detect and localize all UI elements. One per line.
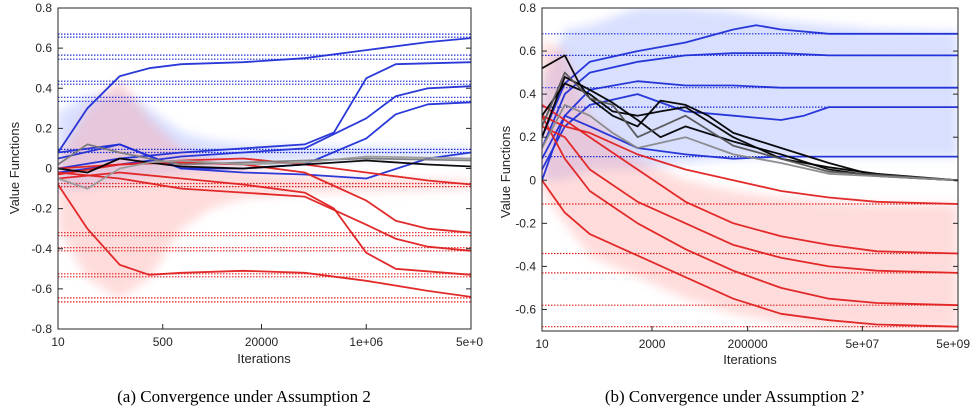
y-tick-label-b-0: -0.6 — [515, 302, 536, 316]
y-tick-label-a-4: 0 — [45, 162, 52, 176]
series-line-b-6 — [542, 115, 958, 307]
x-tick-label-b-1: 2000 — [639, 337, 666, 351]
series-line-a-0 — [58, 37, 471, 153]
chart-panel-a: -0.8 -0.6 -0.4 -0.2 0 0.2 0.4 0.6 0.8 10 500 20000… — [7, 1, 483, 406]
y-tick-label-a-2: -0.4 — [31, 242, 52, 256]
x-tick-label-b-0: 10 — [535, 337, 549, 351]
y-tick-label-a-0: -0.8 — [31, 322, 52, 336]
x-axis-label-a: Iterations — [237, 351, 291, 366]
series-line-b-4 — [542, 114, 958, 181]
y-tick-label-a-7: 0.6 — [35, 41, 52, 55]
y-tick-label-a-1: -0.6 — [31, 282, 52, 296]
x-ticks-b: 10 2000 200000 5e+07 5e+09 — [535, 326, 970, 351]
series-lines-b — [542, 24, 958, 328]
confidence-band-a-1 — [58, 78, 471, 299]
series-line-a-4 — [58, 143, 471, 180]
series-line-a-5 — [58, 184, 471, 298]
series-line-a-12 — [58, 155, 471, 190]
x-axis-label-b: Iterations — [723, 352, 777, 367]
y-tick-label-b-4: 0.2 — [519, 130, 536, 144]
series-line-b-9 — [542, 114, 958, 205]
y-tick-label-b-1: -0.4 — [515, 259, 536, 273]
y-ticks-a: -0.8 -0.6 -0.4 -0.2 0 0.2 0.4 0.6 0.8 — [31, 1, 471, 336]
caption-a: (a) Convergence under Assumption 2 — [117, 387, 371, 406]
chart-panel-b: -0.6 -0.4 -0.2 0 0.2 0.4 0.6 0.8 10 2000 200000 5e… — [498, 1, 970, 406]
x-tick-label-a-1: 500 — [153, 335, 173, 349]
series-line-b-13 — [542, 71, 958, 182]
y-ticks-b: -0.6 -0.4 -0.2 0 0.2 0.4 0.6 0.8 — [515, 1, 958, 316]
x-tick-label-a-4: 5e+0 — [456, 335, 483, 349]
series-lines-a — [58, 37, 471, 298]
series-line-b-3 — [542, 93, 958, 170]
y-axis-label-a: Value Functions — [7, 121, 22, 214]
y-axis-label-b: Value Functions — [498, 125, 513, 218]
series-line-b-14 — [542, 104, 958, 182]
x-tick-label-b-4: 5e+09 — [936, 337, 970, 351]
x-tick-label-a-0: 10 — [51, 335, 65, 349]
y-tick-label-a-5: 0.2 — [35, 121, 52, 135]
series-line-b-2 — [542, 80, 958, 160]
series-line-b-0 — [542, 24, 958, 138]
x-tick-label-a-3: 1e+06 — [349, 335, 383, 349]
series-line-b-8 — [542, 104, 958, 255]
y-tick-label-a-6: 0.4 — [35, 81, 52, 95]
y-tick-label-a-8: 0.8 — [35, 1, 52, 15]
x-tick-label-b-2: 200000 — [728, 337, 768, 351]
confidence-bands-b — [542, 8, 958, 329]
x-tick-label-a-2: 20000 — [245, 335, 279, 349]
series-line-a-6 — [58, 171, 471, 276]
series-line-b-12 — [542, 76, 958, 182]
y-tick-label-b-2: -0.2 — [515, 216, 536, 230]
y-tick-label-b-5: 0.4 — [519, 87, 536, 101]
y-tick-label-b-7: 0.8 — [519, 1, 536, 15]
plot-frame-b — [541, 7, 959, 332]
reference-lines-b — [542, 33, 958, 328]
series-line-a-7 — [58, 171, 471, 252]
x-ticks-a: 10 500 20000 1e+06 5e+0 — [51, 324, 483, 349]
caption-b: (b) Convergence under Assumption 2’ — [605, 387, 865, 406]
y-tick-label-a-3: -0.2 — [31, 202, 52, 216]
series-line-b-11 — [542, 82, 958, 182]
confidence-band-b-1 — [542, 40, 958, 329]
y-tick-label-b-6: 0.6 — [519, 44, 536, 58]
series-line-b-7 — [542, 125, 958, 274]
y-tick-label-b-3: 0 — [529, 173, 536, 187]
confidence-band-b-0 — [542, 8, 958, 181]
series-line-a-10 — [58, 157, 471, 174]
x-tick-label-b-3: 5e+07 — [846, 337, 880, 351]
series-line-b-5 — [542, 179, 958, 328]
